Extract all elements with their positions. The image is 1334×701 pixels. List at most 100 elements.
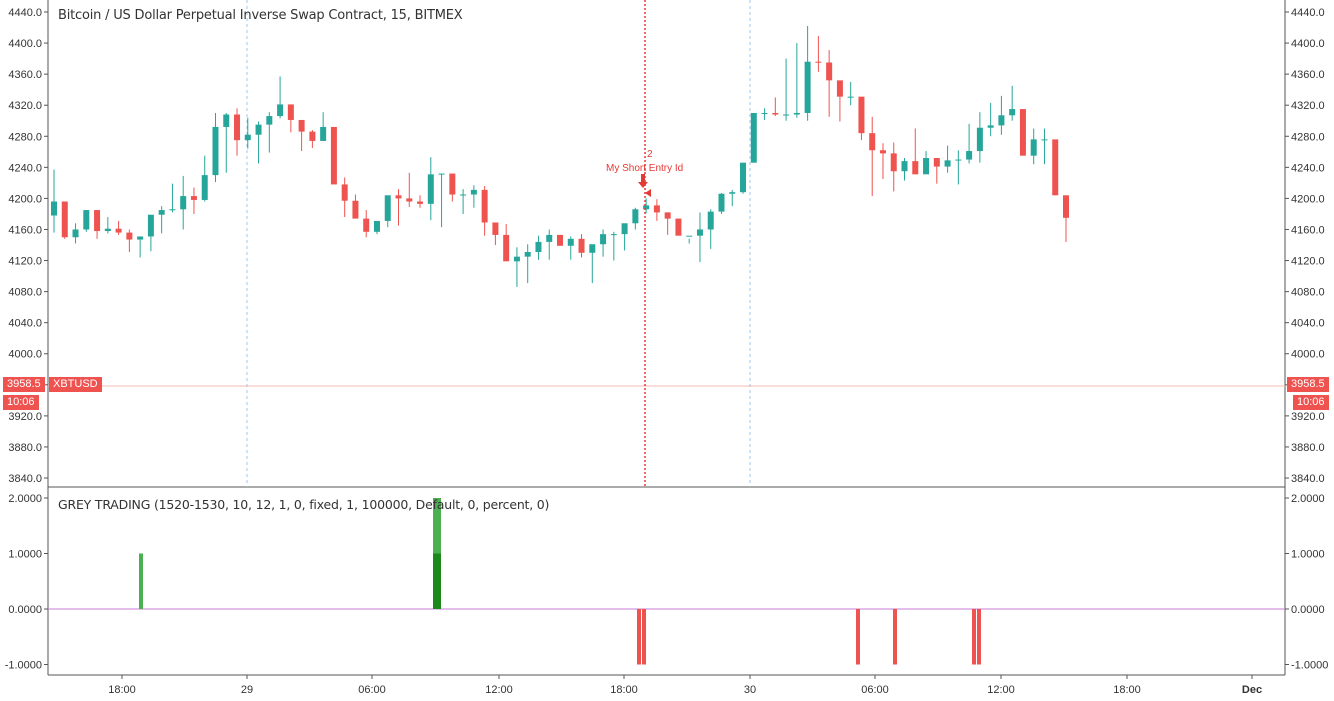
x-label: Dec [1242, 684, 1262, 696]
candle-body [51, 201, 57, 216]
last-price-tag-left: 3958.5 [3, 377, 45, 392]
y-label-left: 4360.0 [8, 69, 42, 81]
x-label: 06:00 [861, 684, 889, 696]
last-price-tag-right: 3958.5 [1287, 377, 1329, 392]
ind-y-label-right: 1.0000 [1291, 549, 1325, 561]
candle-body [384, 195, 391, 221]
candle-body [944, 160, 951, 167]
candle-body [352, 200, 359, 219]
y-label-left: 3920.0 [8, 411, 42, 423]
y-label-left: 4040.0 [8, 318, 42, 330]
y-label-left: 3840.0 [8, 473, 42, 485]
candle-body [309, 131, 316, 141]
candle-body [933, 158, 940, 167]
candle-body [395, 195, 402, 199]
y-label-right: 3880.0 [1291, 442, 1325, 454]
candle-body [632, 209, 639, 224]
signal-bar [139, 553, 143, 609]
y-label-right: 4440.0 [1291, 7, 1325, 19]
candle-body [147, 214, 154, 237]
candle-body [535, 241, 542, 253]
candle-body [503, 234, 510, 262]
candle-body [1052, 139, 1059, 196]
candle-body [923, 158, 930, 175]
candle-body [72, 229, 79, 238]
candle-body [201, 175, 208, 200]
y-label-right: 4320.0 [1291, 100, 1325, 112]
candle-body [955, 159, 962, 161]
ind-y-label-right: -1.0000 [1291, 660, 1328, 672]
x-label: 12:00 [485, 684, 513, 696]
candle-body [492, 222, 499, 235]
ind-y-label-left: 2.0000 [8, 493, 42, 505]
candle-body [718, 193, 725, 212]
y-label-right: 4160.0 [1291, 224, 1325, 236]
x-label: 06:00 [358, 684, 386, 696]
ind-y-label-right: 0.0000 [1291, 604, 1325, 616]
candle-body [223, 114, 230, 127]
candle-body [158, 210, 165, 215]
candle-body [169, 209, 176, 211]
y-label-right: 4240.0 [1291, 162, 1325, 174]
y-label-left: 4160.0 [8, 224, 42, 236]
candle-body [266, 116, 273, 125]
candle-body [287, 104, 294, 120]
candle-body [94, 210, 101, 232]
candle-body [707, 211, 714, 230]
candle-body [373, 220, 380, 232]
y-label-left: 4400.0 [8, 38, 42, 50]
signal-bar [433, 553, 437, 609]
candle-body [180, 196, 187, 210]
candle-body [815, 61, 822, 63]
y-label-left: 4000.0 [8, 349, 42, 361]
candle-body [427, 174, 434, 204]
x-label: 18:00 [610, 684, 638, 696]
signal-bar [893, 609, 897, 665]
candle-body [61, 201, 68, 238]
signal-bar [856, 609, 860, 665]
y-label-left: 4200.0 [8, 193, 42, 205]
y-label-right: 3920.0 [1291, 411, 1325, 423]
candle-body [869, 133, 876, 151]
countdown-tag-left: 10:06 [3, 395, 39, 410]
y-label-right: 4280.0 [1291, 131, 1325, 143]
candle-body [610, 234, 617, 236]
ind-y-label-right: 2.0000 [1291, 493, 1325, 505]
candle-body [836, 80, 843, 97]
candle-body [212, 126, 219, 176]
candle-body [330, 126, 337, 185]
candle-body [686, 235, 693, 237]
candle-body [277, 104, 284, 117]
candle-body [847, 96, 854, 98]
symbol-tag: XBTUSD [49, 377, 102, 392]
candle-body [470, 189, 477, 195]
candle-body [664, 212, 671, 219]
candle-body [1030, 139, 1037, 156]
candle-body [417, 201, 424, 204]
candle-body [481, 189, 488, 223]
candle-body [750, 112, 757, 163]
y-label-right: 4120.0 [1291, 256, 1325, 268]
countdown-tag-right: 10:06 [1293, 395, 1329, 410]
candle-body [578, 238, 585, 253]
y-label-left: 4440.0 [8, 7, 42, 19]
signal-bar [642, 609, 646, 665]
candle-body [890, 153, 897, 172]
candle-body [298, 119, 305, 132]
ind-y-label-left: 1.0000 [8, 549, 42, 561]
signal-bar [437, 553, 441, 609]
candle-body [438, 173, 445, 175]
candle-body [460, 194, 467, 196]
candle-body [244, 134, 251, 141]
candle-body [761, 112, 768, 114]
y-label-left: 4120.0 [8, 256, 42, 268]
x-label: 30 [744, 684, 756, 696]
candle-body [513, 256, 520, 262]
symbol-title: Bitcoin / US Dollar Perpetual Inverse Sw… [58, 8, 463, 23]
candle-body [976, 127, 983, 152]
candle-body [987, 125, 994, 128]
candle-body [912, 161, 919, 175]
y-label-left: 4080.0 [8, 287, 42, 299]
candle-body [998, 115, 1005, 126]
